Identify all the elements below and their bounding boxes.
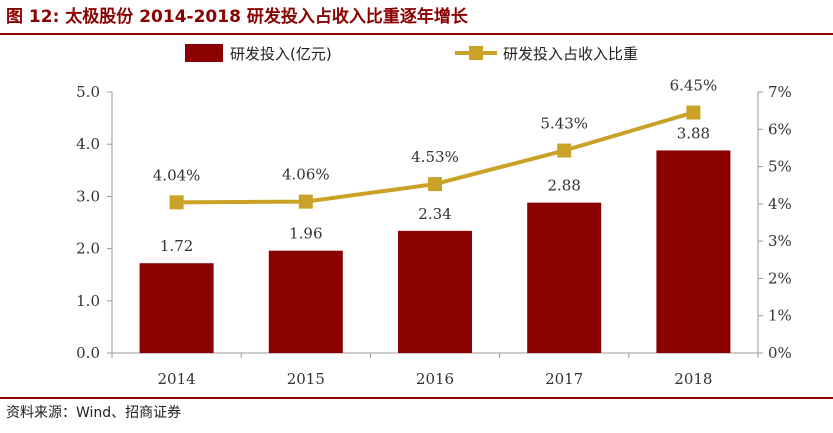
source-note: 资料来源：Wind、招商证券 [6, 405, 182, 421]
bars [139, 150, 731, 353]
x-tick-label: 2015 [287, 370, 325, 388]
bar [656, 150, 731, 353]
ratio-value-label: 4.06% [282, 166, 330, 184]
ratio-point [298, 194, 313, 209]
bar-value-label: 2.88 [547, 177, 580, 195]
axes: 0.0 1.0 2.0 3.0 4.0 5.0 0% 1% 2% 3% 4% 5% 6% 7% 2014 20… [76, 83, 792, 388]
y-right-tick-label: 5% [768, 158, 792, 176]
legend-marker-line [469, 46, 483, 60]
y-left-tick-label: 5.0 [76, 83, 100, 101]
y-right-tick-label: 1% [768, 307, 792, 325]
y-right-tick-label: 4% [768, 195, 792, 213]
figure-title: 图 12: 太极股份 2014-2018 研发投入占收入比重逐年增长 [6, 7, 468, 27]
x-tick-label: 2016 [416, 370, 454, 388]
bar-line-chart: 研发投入(亿元) 研发投入占收入比重 0.0 1.0 2.0 3.0 4.0 5.0 0% 1… [76, 44, 792, 388]
y-left-tick-label: 2.0 [76, 240, 100, 258]
bar-value-label: 1.96 [289, 225, 322, 243]
footer-divider [0, 397, 833, 399]
ratio-value-label: 5.43% [540, 115, 588, 133]
y-right-tick-label: 6% [768, 120, 792, 138]
legend-label-line: 研发投入占收入比重 [503, 45, 638, 63]
legend: 研发投入(亿元) 研发投入占收入比重 [185, 44, 638, 63]
bar-value-label: 1.72 [160, 237, 193, 255]
legend-swatch-bar [185, 44, 223, 62]
y-right-tick-label: 0% [768, 344, 792, 362]
bar [527, 202, 602, 353]
ratio-value-label: 4.04% [153, 166, 201, 184]
title-divider [0, 33, 833, 35]
x-tick-label: 2018 [674, 370, 712, 388]
data-labels: 1.72 1.96 2.34 2.88 3.88 4.04% 4.06% 4.53% 5.43%… [153, 77, 717, 256]
ratio-line [169, 105, 701, 210]
ratio-point [686, 105, 701, 120]
bar-value-label: 3.88 [677, 124, 710, 142]
y-left-tick-label: 3.0 [76, 187, 100, 205]
bar [398, 230, 472, 353]
ratio-point [169, 195, 184, 210]
ratio-value-label: 6.45% [670, 77, 718, 95]
bar [139, 263, 214, 353]
bar [268, 250, 343, 353]
y-right-tick-label: 7% [768, 83, 792, 101]
legend-label-bar: 研发投入(亿元) [230, 45, 332, 63]
y-left-tick-label: 0.0 [76, 344, 100, 362]
x-tick-label: 2017 [545, 370, 583, 388]
y-left-tick-label: 4.0 [76, 135, 100, 153]
ratio-value-label: 4.53% [411, 148, 459, 166]
y-right-tick-label: 2% [768, 269, 792, 287]
y-right-tick-label: 3% [768, 232, 792, 250]
y-left-tick-label: 1.0 [76, 292, 100, 310]
x-tick-label: 2014 [158, 370, 196, 388]
bar-value-label: 2.34 [418, 205, 451, 223]
ratio-point [428, 177, 442, 192]
ratio-point [557, 143, 572, 158]
